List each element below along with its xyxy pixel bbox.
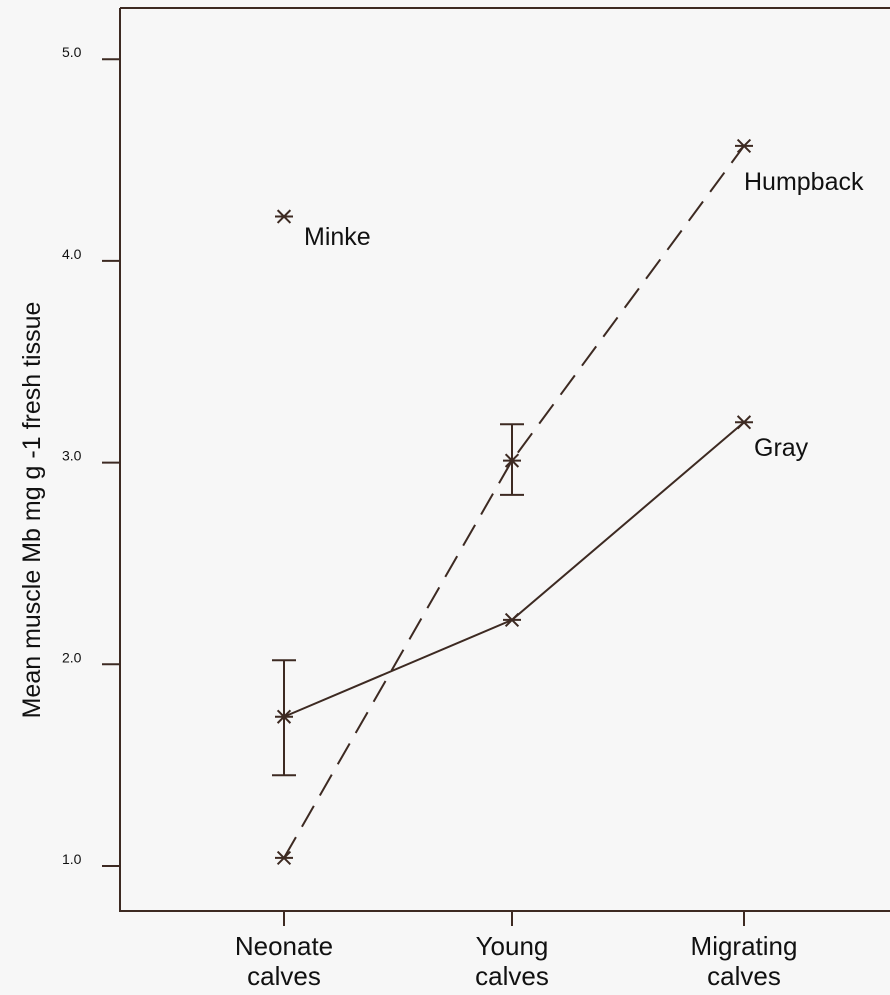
marker-gray: [735, 415, 753, 430]
x-tick-label: Neonate calves: [235, 931, 333, 991]
series-label-humpback: Humpback: [744, 168, 864, 196]
y-tick-label: 3.0: [62, 448, 82, 464]
marker-humpback: [735, 138, 753, 154]
axis-frame: [119, 7, 890, 912]
y-tick-label: 1.0: [62, 851, 82, 867]
marker-humpback: [503, 453, 521, 468]
series-line-gray: [283, 421, 745, 718]
y-tick-label: 2.0: [62, 649, 82, 665]
y-axis-ticks: 1.0 2.0 3.0 4.0 5.0: [62, 44, 120, 867]
marker-humpback: [275, 850, 293, 866]
axes: [119, 7, 890, 912]
marker-minke: [275, 209, 293, 224]
y-axis-title: Mean muscle Mb mg g -1 fresh tissue: [18, 302, 46, 719]
x-axis-ticks: Neonate calves Young calves Migrating calves: [235, 911, 798, 991]
series-label-gray: Gray: [754, 434, 809, 462]
y-tick-label: 5.0: [62, 44, 82, 60]
series-label-minke: Minke: [304, 223, 371, 251]
series-lines: [283, 145, 745, 859]
marker-gray: [275, 709, 293, 724]
series-line-humpback: [283, 145, 745, 859]
marker-gray: [503, 612, 521, 628]
x-tick-label: Migrating calves: [691, 931, 798, 991]
error-bars: [272, 423, 524, 777]
data-markers: [275, 138, 753, 866]
x-tick-label: Young calves: [475, 931, 549, 991]
y-tick-label: 4.0: [62, 246, 82, 262]
series-labels: Gray Humpback Minke: [304, 168, 864, 462]
